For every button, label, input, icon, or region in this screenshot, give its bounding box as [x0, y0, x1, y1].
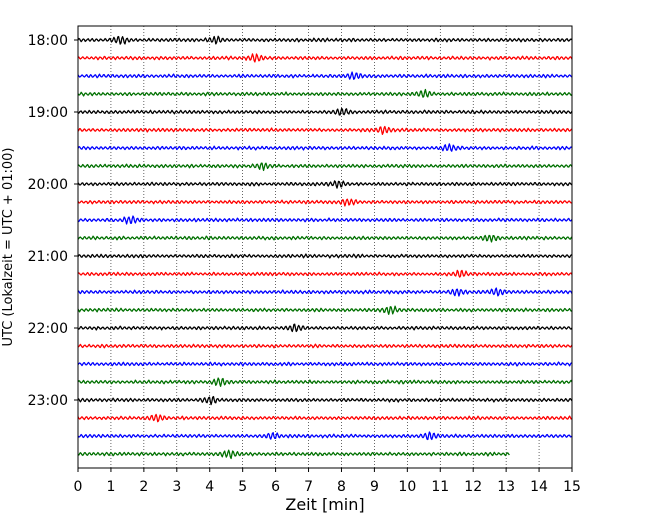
- x-axis-title: Zeit [min]: [285, 495, 364, 514]
- seismogram-trace: [77, 71, 573, 80]
- y-axis-ticks: 18:00 19:00 20:00 21:00 22:00 23:00: [28, 33, 78, 409]
- seismogram-trace: [77, 361, 573, 367]
- seismogram-trace: [77, 413, 573, 423]
- x-tick-label: 8: [337, 479, 346, 495]
- seismogram-trace: [77, 162, 573, 172]
- seismogram-trace: [77, 253, 573, 259]
- seismogram-trace: [77, 215, 573, 225]
- x-axis-ticks: 0 1 2 3 4 5 6 7 8 9 10 11 12 13 14 15: [74, 468, 581, 495]
- seismogram-trace: [77, 323, 573, 333]
- seismogram-trace: [77, 198, 573, 207]
- x-tick-label: 11: [431, 479, 449, 495]
- y-tick-label: 23:00: [28, 393, 68, 409]
- seismogram-trace: [77, 107, 573, 116]
- seismogram-trace: [77, 431, 573, 441]
- seismogram-trace: [77, 269, 573, 278]
- seismogram-trace: [77, 143, 573, 152]
- seismogram-trace: [77, 287, 573, 297]
- seismogram-trace: [77, 395, 573, 406]
- seismogram-trace: [77, 125, 573, 136]
- x-tick-label: 12: [464, 479, 482, 495]
- y-tick-label: 18:00: [28, 33, 68, 49]
- x-tick-label: 3: [172, 479, 181, 495]
- seismogram-trace: [77, 449, 510, 460]
- x-tick-label: 9: [370, 479, 379, 495]
- seismogram-trace: [77, 53, 573, 63]
- seismogram-trace: [77, 234, 573, 243]
- seismogram-trace: [77, 305, 573, 315]
- y-axis-title: UTC (Lokalzeit = UTC + 01:00): [1, 148, 16, 347]
- seismogram-traces: [77, 35, 573, 460]
- y-tick-label: 20:00: [28, 177, 68, 193]
- x-tick-label: 15: [563, 479, 581, 495]
- plot-frame: [77, 25, 573, 469]
- y-tick-label: 19:00: [28, 105, 68, 121]
- y-tick-label: 22:00: [28, 321, 68, 337]
- seismogram-trace: [77, 88, 573, 98]
- x-tick-label: 5: [238, 479, 247, 495]
- seismogram-trace: [77, 377, 573, 387]
- x-tick-label: 13: [497, 479, 515, 495]
- seismogram-trace: [77, 180, 573, 189]
- x-tick-label: 0: [74, 479, 83, 495]
- seismogram-trace: [77, 343, 573, 349]
- x-tick-label: 14: [530, 479, 548, 495]
- x-tick-label: 2: [139, 479, 148, 495]
- seismogram-trace: [77, 35, 573, 45]
- x-tick-label: 7: [304, 479, 313, 495]
- x-tick-label: 1: [106, 479, 115, 495]
- x-tick-label: 4: [205, 479, 214, 495]
- x-tick-label: 10: [398, 479, 416, 495]
- y-tick-label: 21:00: [28, 249, 68, 265]
- x-tick-label: 6: [271, 479, 280, 495]
